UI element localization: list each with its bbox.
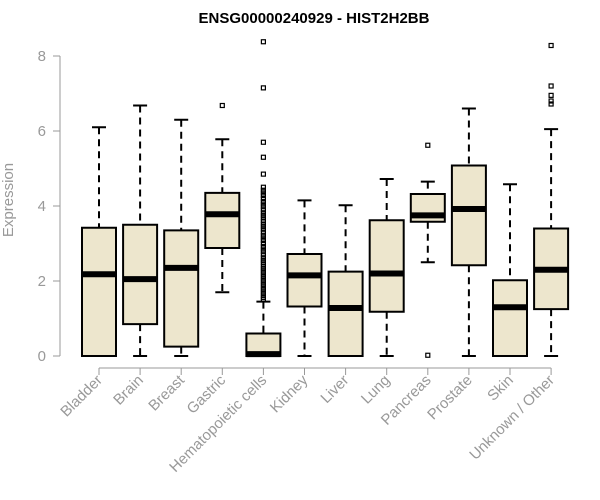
outlier-point [260,268,266,274]
outlier-point [260,198,266,205]
y-tick-label: 4 [38,198,46,215]
box-iqr [492,279,528,357]
outlier-point [548,98,554,104]
y-tick-label: 8 [38,48,46,65]
outlier-point [260,255,266,261]
outlier-point [260,260,266,266]
x-tick-label: Lung [358,372,394,408]
box-iqr [122,223,159,326]
outlier-point [260,154,266,160]
x-tick-label: Prostate [424,372,476,424]
box-iqr [204,191,241,249]
outlier-point [260,215,266,221]
outlier-point [260,184,266,190]
outlier-point [260,190,266,196]
outlier-point [260,39,266,45]
outlier-point [260,263,266,269]
box-iqr [81,226,117,357]
outlier-point [260,201,266,207]
box-brain [122,104,159,357]
box-gastric [204,102,241,294]
outlier-point [260,240,266,247]
outlier-point [260,210,266,216]
box-iqr [163,229,200,348]
x-tick-label: Brain [110,372,147,409]
box-breast [163,118,200,357]
outlier-point [260,289,266,295]
outlier-point [260,249,266,255]
y-axis-label: Expression [0,163,17,237]
outlier-point [260,266,266,272]
outlier-point [260,281,266,287]
outlier-point [260,195,266,202]
box-pancreas [409,142,446,358]
outlier-point [260,287,266,293]
outlier-point [260,207,266,213]
y-tick-label: 2 [38,273,46,290]
outlier-point [260,235,266,241]
box-kidney [286,199,323,357]
box-prostate [450,107,487,357]
box-iqr [286,253,323,308]
outlier-point [260,212,266,218]
outlier-point [260,224,266,230]
outlier-point [260,279,266,285]
outlier-point [219,102,225,109]
box-bladder [81,126,117,357]
boxes-group [81,39,570,358]
outlier-point [260,85,266,91]
outlier-point [260,276,266,282]
outlier-point [260,237,266,244]
box-skin [492,183,528,357]
chart-title: ENSG00000240929 - HIST2H2BB [199,10,430,27]
outlier-point [260,284,266,290]
x-tick-label: Skin [484,372,517,405]
outlier-point [260,229,266,235]
x-tick-label: Liver [317,372,352,407]
box-liver [327,204,364,357]
outlier-point [548,92,554,98]
outlier-point [425,142,431,148]
outlier-point [260,226,266,232]
box-iqr [368,219,405,313]
x-tick-label: Kidney [267,371,312,416]
outlier-point [260,273,266,280]
box-lung [368,178,405,357]
outlier-point [260,171,266,177]
y-tick-label: 0 [38,348,46,365]
outlier-point [260,243,266,250]
outlier-point [260,232,266,238]
x-tick-label: Breast [145,371,188,414]
box-unknown-other [533,42,570,357]
outlier-point [548,83,554,89]
outlier-point [260,204,266,210]
outlier-point [260,218,266,224]
outlier-point [260,271,266,277]
outlier-point [425,352,431,358]
y-tick-label: 6 [38,123,46,140]
outlier-point [260,252,266,258]
y-axis: 0 2 4 6 8 [38,48,61,365]
outlier-point [260,192,266,199]
outlier-point [260,292,266,298]
outlier-point [548,101,554,107]
outlier-point [260,139,266,145]
outlier-point [260,297,266,303]
box-hematopoietic-cells [245,39,282,358]
x-tick-label: Bladder [57,372,106,421]
outlier-point [260,257,266,263]
box-iqr [327,270,364,357]
box-iqr [450,164,487,267]
outlier-point [260,221,266,227]
outlier-point [548,42,554,49]
outlier-point [260,187,266,193]
outlier-point [260,246,266,252]
